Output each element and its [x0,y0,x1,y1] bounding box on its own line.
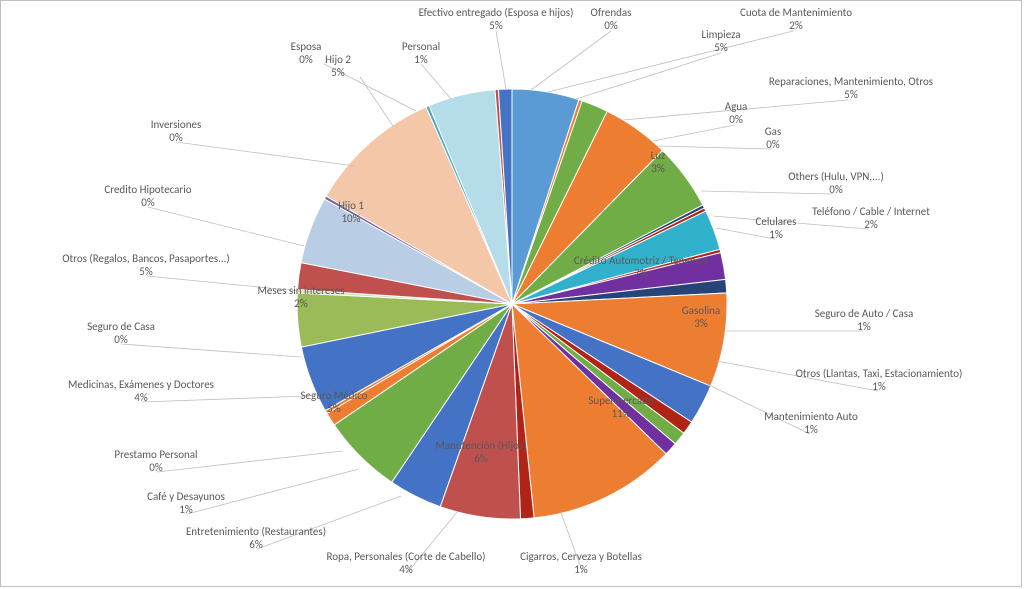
leader-line [187,469,359,514]
leader-line [716,228,775,239]
leader-line [157,451,343,472]
pie-chart [1,1,1023,588]
leader-line [576,53,721,99]
leader-line [561,513,583,573]
leader-line [713,216,868,229]
leader-line [717,361,878,391]
leader-line [324,64,416,111]
leader-line [548,31,793,92]
leader-line [653,125,735,141]
leader-line [407,511,458,573]
leader-line [121,344,301,357]
leader-line [496,31,506,89]
chart-frame: Efectivo entregado (Esposa e hijos) 5%Of… [0,0,1022,587]
leader-line [148,207,304,246]
leader-line [257,496,401,549]
leader-line [360,77,393,126]
leader-line [623,100,848,120]
leader-line [531,31,611,90]
leader-line [701,191,833,194]
leader-line [147,276,299,291]
leader-line [176,142,355,166]
leader-line [707,384,810,434]
leader-line [142,396,308,402]
leader-line [657,146,771,149]
leader-line [421,64,451,99]
